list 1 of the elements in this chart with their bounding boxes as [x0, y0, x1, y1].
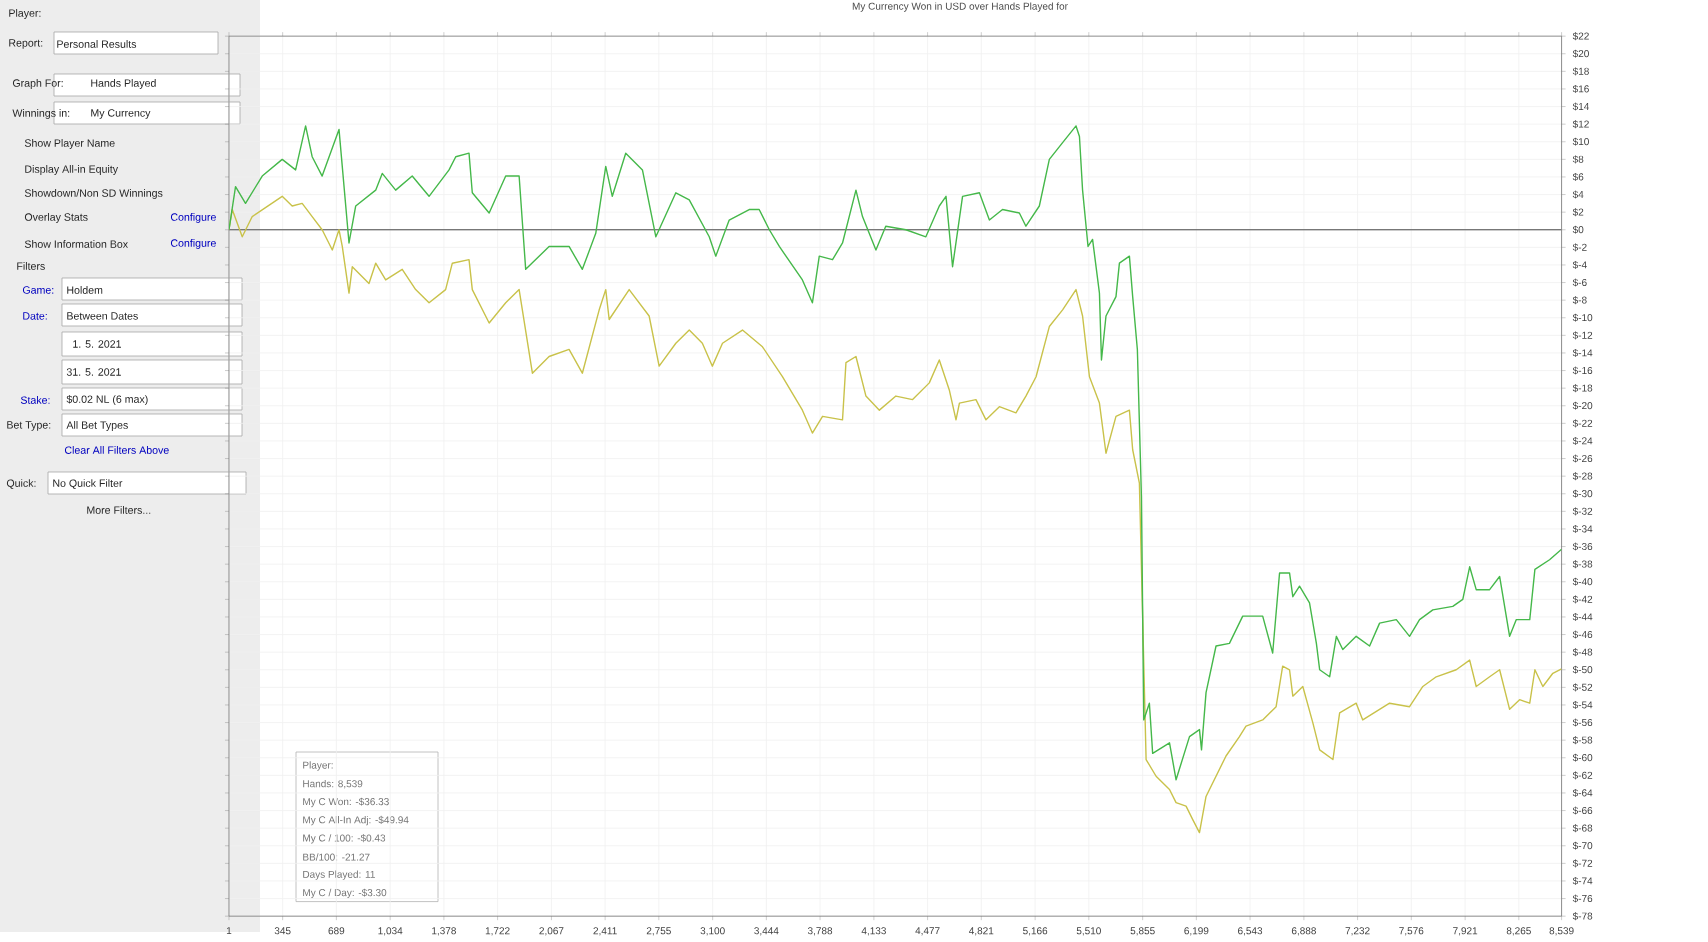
line-series — [228, 125, 1562, 781]
